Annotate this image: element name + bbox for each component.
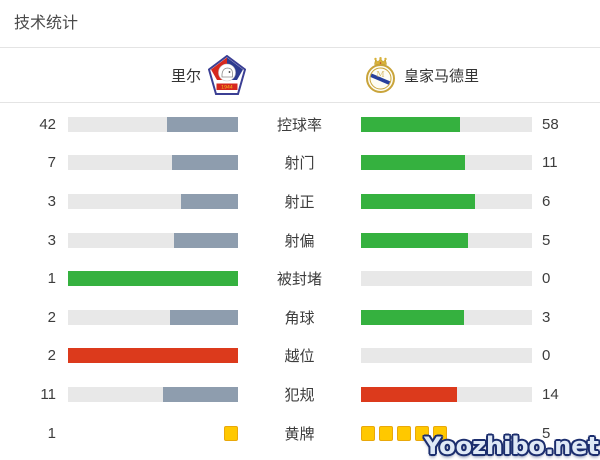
page-title: 技术统计 — [14, 15, 79, 32]
away-value: 0 — [542, 347, 551, 365]
home-bar — [68, 116, 238, 132]
stat-row: 42 控球率 58 — [0, 105, 600, 144]
home-team-header: 里尔 1944 — [0, 55, 300, 95]
home-bar — [68, 309, 238, 325]
away-bar — [361, 425, 532, 441]
away-value: 5 — [542, 424, 551, 442]
home-value: 3 — [47, 231, 56, 249]
away-bar — [361, 386, 532, 402]
away-bar-fill — [361, 232, 468, 248]
stat-row: 7 射门 11 — [0, 144, 600, 183]
home-bar-fill — [171, 155, 238, 171]
away-bar — [361, 348, 532, 364]
home-value: 2 — [47, 347, 56, 365]
home-value: 11 — [40, 385, 56, 403]
home-bar-fill — [174, 232, 238, 248]
stat-row: 11 犯规 14 — [0, 375, 600, 414]
away-value: 6 — [542, 192, 551, 210]
home-bar-fill — [68, 271, 238, 287]
stat-row: 2 越位 0 — [0, 337, 600, 376]
home-bar-fill — [68, 348, 238, 364]
yellow-card-icon — [415, 425, 429, 441]
away-bar — [361, 116, 532, 132]
away-bar — [361, 309, 532, 325]
home-bar — [68, 386, 238, 402]
away-bar — [361, 232, 532, 248]
stat-row: 3 射正 6 — [0, 182, 600, 221]
home-value: 1 — [47, 424, 56, 442]
away-value: 5 — [542, 231, 551, 249]
home-value: 2 — [47, 308, 56, 326]
home-value: 1 — [47, 270, 56, 288]
divider-top — [0, 47, 600, 48]
stat-label: 黄牌 — [284, 425, 315, 443]
away-team-name: 皇家马德里 — [404, 67, 480, 85]
away-team-header: M 皇家马德里 — [300, 56, 600, 94]
yellow-card-icon — [361, 425, 375, 441]
away-bar-fill — [361, 155, 466, 171]
yellow-card-icon — [397, 425, 411, 441]
watermark: Yoozhibo.net — [423, 432, 599, 460]
yellow-card-icon — [379, 425, 393, 441]
away-bar-fill — [361, 193, 476, 209]
yellow-card-icon — [433, 425, 447, 441]
svg-text:M: M — [376, 70, 384, 79]
stat-row: 1 黄牌 5 — [0, 414, 600, 453]
home-bar — [68, 155, 238, 171]
home-bar — [68, 348, 238, 364]
home-value: 3 — [47, 192, 56, 210]
away-bar-fill — [361, 116, 461, 132]
away-value: 14 — [542, 385, 559, 403]
home-bar — [68, 271, 238, 287]
away-value: 11 — [542, 154, 558, 172]
stat-label: 角球 — [284, 309, 315, 327]
home-bar — [68, 425, 238, 441]
home-bar-fill — [170, 309, 238, 325]
svg-text:1944: 1944 — [221, 85, 233, 91]
stat-row: 1 被封堵 0 — [0, 259, 600, 298]
away-bar-fill — [361, 309, 464, 325]
stat-label: 控球率 — [276, 116, 322, 134]
stat-label: 射偏 — [284, 232, 315, 250]
stats-list: 42 控球率 58 7 射门 11 3 射正 6 3 射偏 — [0, 103, 600, 452]
home-value: 42 — [39, 115, 56, 133]
stat-label: 射门 — [284, 155, 315, 173]
stat-row: 3 射偏 5 — [0, 221, 600, 260]
stat-label: 射正 — [284, 193, 315, 211]
home-bar-fill — [166, 116, 238, 132]
yellow-card-icon — [224, 425, 238, 441]
real-madrid-crest-icon: M — [366, 57, 395, 93]
away-bar — [361, 155, 532, 171]
home-bar-fill — [163, 386, 238, 402]
away-bar-fill — [361, 386, 457, 402]
divider-header — [0, 102, 600, 103]
away-bar — [361, 193, 532, 209]
stat-label: 犯规 — [284, 386, 315, 404]
away-bar — [361, 271, 532, 287]
home-team-name: 里尔 — [170, 67, 201, 85]
home-value: 7 — [47, 154, 56, 172]
lille-crest-icon: 1944 — [208, 55, 246, 95]
stat-label: 越位 — [284, 348, 315, 366]
stat-label: 被封堵 — [276, 271, 322, 289]
away-value: 0 — [542, 270, 551, 288]
home-bar — [68, 232, 238, 248]
stat-row: 2 角球 3 — [0, 298, 600, 337]
away-value: 3 — [542, 308, 551, 326]
away-value: 58 — [542, 115, 559, 133]
teams-header: 里尔 1944 M 皇家马德里 — [0, 48, 600, 102]
home-bar — [68, 193, 238, 209]
home-bar-fill — [181, 193, 238, 209]
